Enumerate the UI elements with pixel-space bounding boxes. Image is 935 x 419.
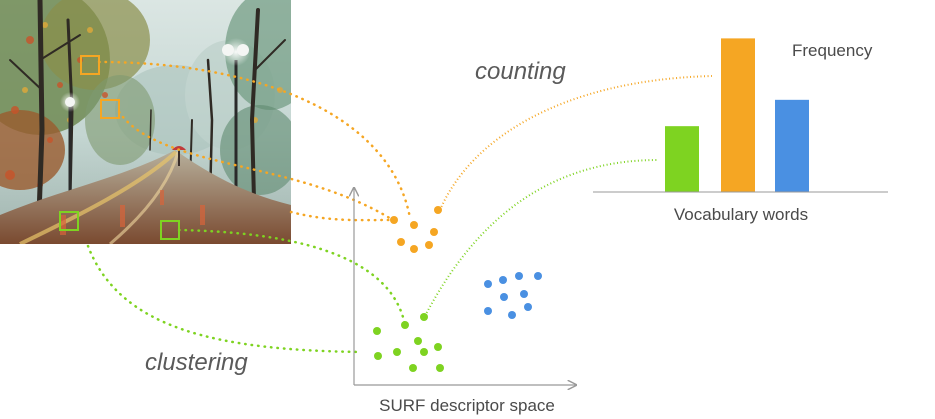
- green-connector-2: [86, 244, 362, 354]
- orange-connector-3: [289, 210, 394, 222]
- orange-patch-box-2: [100, 99, 120, 119]
- blue-cluster-point: [515, 272, 523, 280]
- green-cluster-point: [374, 352, 382, 360]
- orange-cluster-point: [397, 238, 405, 246]
- green-cluster-point: [436, 364, 444, 372]
- orange-cluster-point: [430, 228, 438, 236]
- clustering-label: clustering: [145, 349, 248, 376]
- blue-cluster-point: [534, 272, 542, 280]
- green-cluster-point: [409, 364, 417, 372]
- blue-cluster-point: [508, 311, 516, 319]
- blue-cluster-point: [484, 280, 492, 288]
- histogram: [665, 38, 809, 193]
- green-cluster-point: [420, 348, 428, 356]
- frequency-label: Frequency: [792, 41, 873, 60]
- histogram-bar-2: [721, 38, 755, 193]
- green-counting-arc: [424, 159, 659, 317]
- orange-connector-1: [97, 60, 412, 220]
- orange-cluster-point: [390, 216, 398, 224]
- blue-cluster-point: [524, 303, 532, 311]
- histogram-bar-3: [775, 99, 809, 192]
- rainy-park-painting: [0, 0, 291, 244]
- blue-cluster-point: [520, 290, 528, 298]
- counting-label: counting: [475, 58, 566, 85]
- orange-cluster-point: [410, 245, 418, 253]
- orange-counting-arc: [439, 75, 713, 211]
- green-cluster-point: [420, 313, 428, 321]
- orange-cluster-point: [425, 241, 433, 249]
- green-cluster-point: [393, 348, 401, 356]
- green-patch-box-1: [59, 211, 79, 231]
- histogram-bar-1: [665, 126, 699, 192]
- blue-cluster-point: [500, 293, 508, 301]
- green-connector-1: [177, 228, 407, 327]
- green-cluster-point: [434, 343, 442, 351]
- green-cluster-point: [373, 327, 381, 335]
- blue-cluster: [484, 272, 542, 319]
- green-cluster-point: [414, 337, 422, 345]
- blue-cluster-point: [499, 276, 507, 284]
- orange-cluster: [390, 206, 442, 253]
- vocabulary-words-label: Vocabulary words: [674, 205, 808, 224]
- orange-cluster-point: [434, 206, 442, 214]
- green-patch-box-2: [160, 220, 180, 240]
- green-cluster: [373, 313, 444, 372]
- orange-patch-box-1: [80, 55, 100, 75]
- descriptor-space-label: SURF descriptor space: [379, 396, 555, 415]
- orange-cluster-point: [410, 221, 418, 229]
- green-cluster-point: [401, 321, 409, 329]
- blue-cluster-point: [484, 307, 492, 315]
